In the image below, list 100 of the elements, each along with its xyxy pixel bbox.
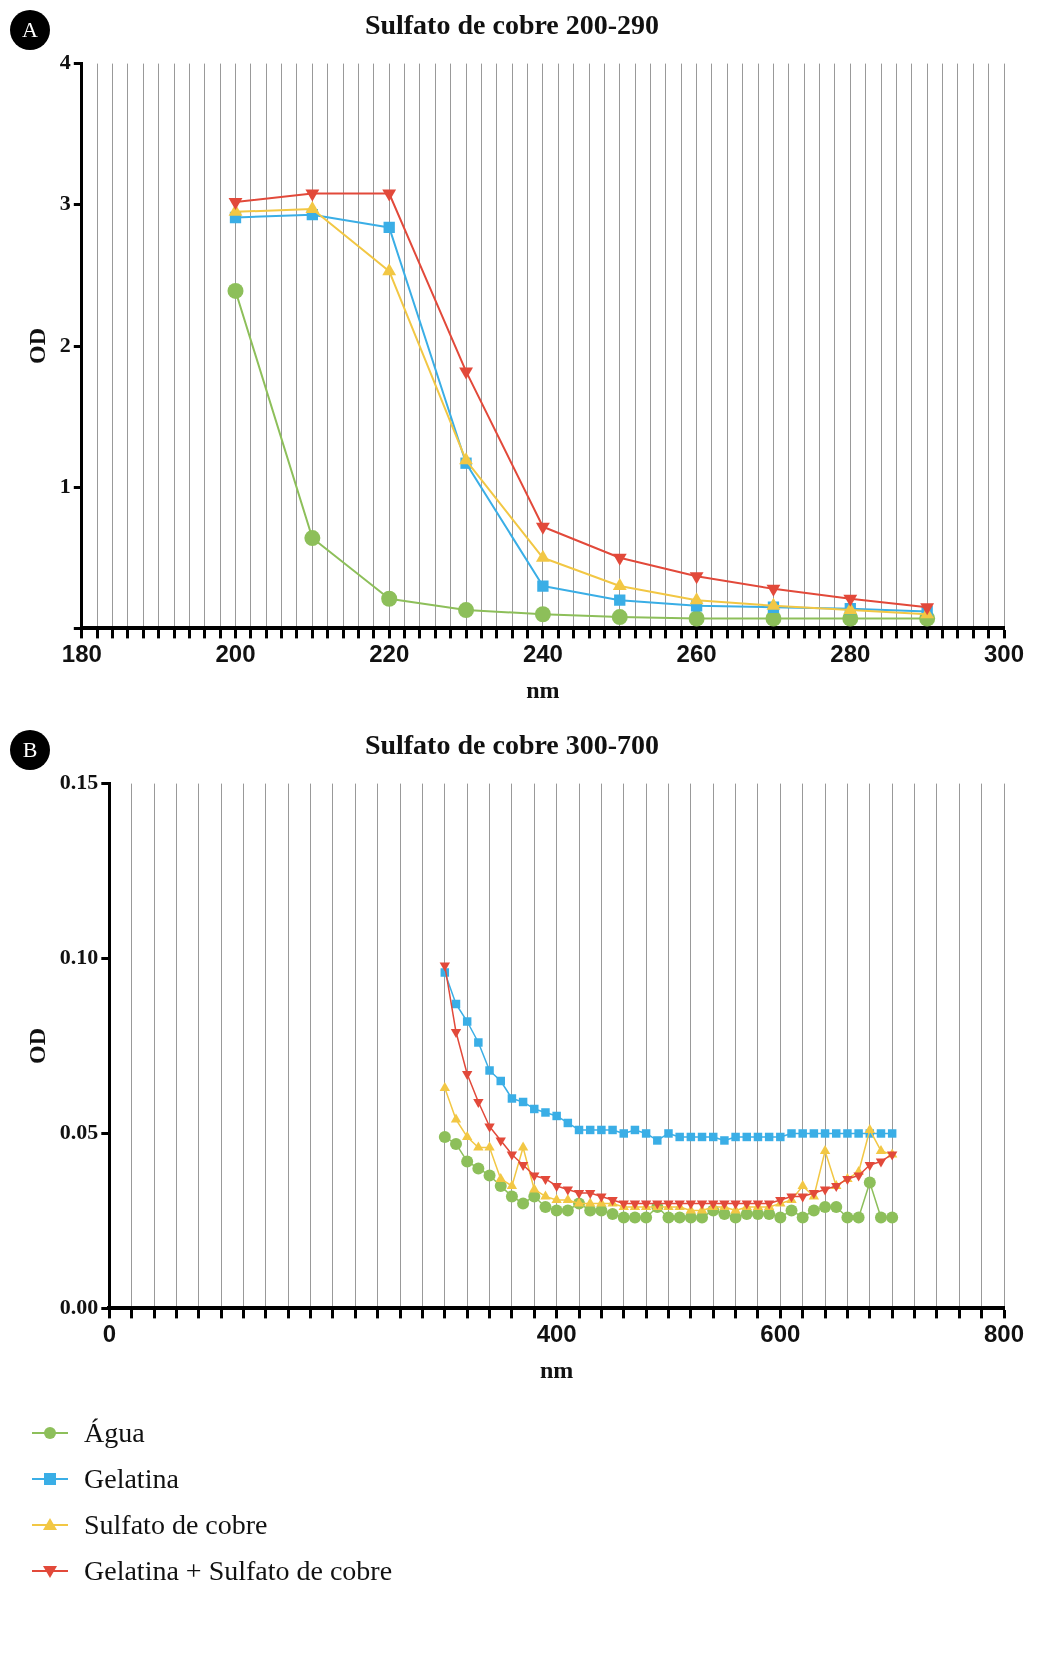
point bbox=[381, 590, 398, 607]
point bbox=[450, 1029, 462, 1039]
point bbox=[450, 1137, 462, 1150]
point bbox=[485, 1066, 494, 1075]
point bbox=[517, 1197, 530, 1210]
text: B bbox=[10, 730, 50, 770]
point bbox=[612, 578, 627, 591]
legend-label: Gelatina + Sulfato de cobre bbox=[84, 1555, 393, 1587]
point bbox=[461, 1155, 474, 1168]
point bbox=[841, 1211, 854, 1224]
point bbox=[450, 1113, 462, 1123]
point bbox=[776, 1132, 785, 1142]
point bbox=[530, 1104, 539, 1114]
point bbox=[461, 1070, 473, 1080]
point bbox=[608, 1125, 617, 1135]
point bbox=[809, 1129, 819, 1138]
point bbox=[535, 522, 550, 535]
point bbox=[797, 1193, 808, 1203]
point bbox=[541, 1108, 550, 1117]
point bbox=[696, 1200, 708, 1210]
point bbox=[852, 1211, 865, 1224]
point bbox=[228, 197, 243, 210]
point bbox=[551, 1182, 562, 1192]
x-tick-label: 300 bbox=[983, 640, 1025, 668]
point bbox=[854, 1129, 863, 1138]
point bbox=[612, 553, 627, 566]
y-tick-label: 1 bbox=[59, 472, 71, 498]
x-axis-title: nm bbox=[526, 676, 560, 703]
point bbox=[459, 367, 473, 380]
point bbox=[640, 1211, 653, 1224]
x-tick-label: 0 bbox=[102, 1320, 116, 1348]
point bbox=[797, 1179, 808, 1189]
point bbox=[887, 1129, 897, 1138]
point bbox=[874, 1211, 887, 1224]
point bbox=[819, 1144, 831, 1154]
point bbox=[864, 1161, 875, 1171]
x-tick-label: 280 bbox=[830, 640, 871, 668]
point bbox=[529, 1172, 540, 1182]
legend-label: Gelatina bbox=[84, 1463, 179, 1495]
point bbox=[537, 580, 549, 592]
point bbox=[461, 1130, 473, 1140]
y-tick-label: 3 bbox=[59, 190, 71, 216]
point bbox=[505, 1190, 518, 1203]
x-tick-label: 260 bbox=[676, 640, 717, 668]
point bbox=[843, 1129, 852, 1138]
y-tick-label: 0.00 bbox=[59, 1294, 99, 1320]
point bbox=[653, 1136, 662, 1145]
point bbox=[785, 1204, 798, 1217]
chart-title: Sulfato de cobre 200-290 bbox=[364, 9, 660, 41]
point bbox=[539, 1200, 552, 1213]
point bbox=[462, 1017, 472, 1026]
point bbox=[875, 1158, 887, 1168]
x-tick-label: 600 bbox=[760, 1320, 801, 1348]
point bbox=[597, 1125, 606, 1135]
point bbox=[787, 1129, 796, 1138]
point bbox=[864, 1123, 875, 1133]
point bbox=[550, 1204, 563, 1217]
point bbox=[611, 609, 628, 626]
x-tick-label: 180 bbox=[61, 640, 102, 668]
y-axis-title: OD bbox=[23, 1028, 50, 1064]
point bbox=[830, 1200, 843, 1213]
point bbox=[731, 1132, 740, 1142]
point bbox=[495, 1172, 506, 1182]
y-tick-label: 0.05 bbox=[59, 1119, 99, 1145]
point bbox=[688, 610, 705, 627]
point bbox=[820, 1129, 830, 1138]
text: A bbox=[10, 10, 50, 50]
point bbox=[685, 1200, 697, 1210]
point bbox=[673, 1211, 686, 1224]
point bbox=[552, 1111, 561, 1121]
point bbox=[484, 1123, 495, 1133]
point bbox=[774, 1211, 787, 1224]
point bbox=[585, 1189, 596, 1199]
point bbox=[561, 1204, 574, 1217]
point bbox=[720, 1136, 729, 1145]
point bbox=[227, 282, 244, 299]
chart-title: Sulfato de cobre 300-700 bbox=[364, 729, 660, 761]
point bbox=[798, 1129, 807, 1138]
point bbox=[438, 1130, 451, 1143]
point bbox=[472, 1162, 485, 1175]
point bbox=[383, 221, 395, 234]
point bbox=[886, 1211, 899, 1224]
x-tick-label: 800 bbox=[983, 1320, 1025, 1348]
point bbox=[517, 1141, 529, 1151]
point bbox=[619, 1129, 628, 1138]
point bbox=[628, 1211, 641, 1224]
point bbox=[483, 1169, 496, 1182]
point bbox=[675, 1132, 684, 1142]
point bbox=[863, 1176, 876, 1189]
x-tick-label: 240 bbox=[522, 640, 563, 668]
point bbox=[614, 594, 626, 606]
point bbox=[796, 1211, 809, 1224]
y-axis-title: OD bbox=[23, 328, 50, 364]
y-tick-label: 4 bbox=[59, 49, 71, 75]
x-tick-label: 220 bbox=[369, 640, 410, 668]
point bbox=[606, 1207, 619, 1220]
point bbox=[562, 1186, 574, 1196]
point bbox=[875, 1144, 887, 1154]
point bbox=[843, 594, 858, 607]
point bbox=[807, 1204, 820, 1217]
